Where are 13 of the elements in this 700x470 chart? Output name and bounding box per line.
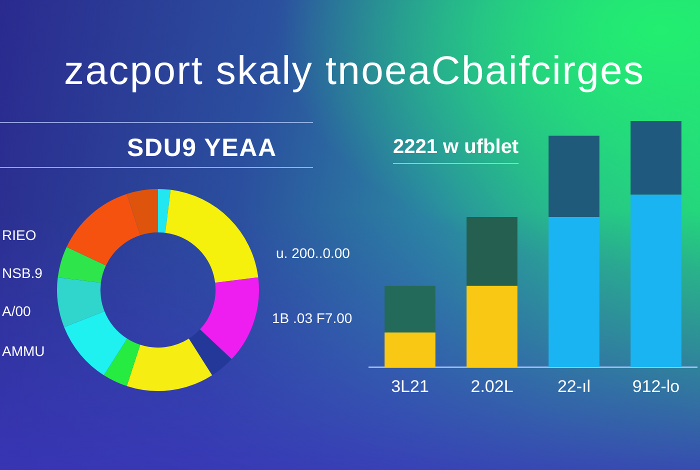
text: 1B .03 F7.00 (272, 310, 352, 326)
x-tick-label: 2.02L (470, 376, 514, 396)
text: RIEO (2, 227, 36, 243)
x-tick-label: 22-ıl (557, 376, 591, 396)
text: zacport skaly tnoeaCbaifcirges (64, 49, 645, 93)
text: NSB.9 (2, 265, 42, 281)
text: AMMU (2, 343, 45, 359)
x-tick-label: 912-lo (632, 376, 680, 396)
x-tick-label: 3L21 (391, 376, 429, 396)
chart-subtitle: SDU9 YEAA (127, 134, 277, 162)
text: 2221 w ufblet (393, 136, 519, 158)
text: u. 200..0.00 (276, 245, 350, 261)
text: A/00 (2, 303, 31, 319)
